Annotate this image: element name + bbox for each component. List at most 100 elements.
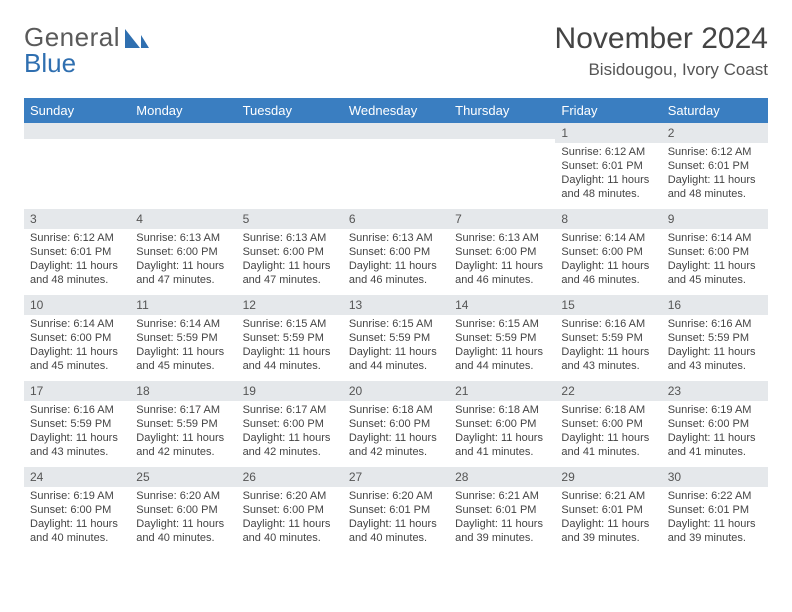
daylight-line: Daylight: 11 hours and 46 minutes. xyxy=(349,259,443,287)
sunset-line: Sunset: 6:00 PM xyxy=(349,417,443,431)
calendar-day-cell: 14Sunrise: 6:15 AMSunset: 5:59 PMDayligh… xyxy=(449,295,555,381)
calendar-header-row: SundayMondayTuesdayWednesdayThursdayFrid… xyxy=(24,98,768,123)
day-details: Sunrise: 6:21 AMSunset: 6:01 PMDaylight:… xyxy=(555,487,661,549)
day-number: 24 xyxy=(24,467,130,487)
day-number: 26 xyxy=(237,467,343,487)
day-details: Sunrise: 6:13 AMSunset: 6:00 PMDaylight:… xyxy=(130,229,236,291)
sunset-line: Sunset: 5:59 PM xyxy=(561,331,655,345)
daylight-line: Daylight: 11 hours and 40 minutes. xyxy=(243,517,337,545)
sunset-line: Sunset: 6:00 PM xyxy=(30,331,124,345)
daylight-line: Daylight: 11 hours and 45 minutes. xyxy=(30,345,124,373)
daylight-line: Daylight: 11 hours and 45 minutes. xyxy=(136,345,230,373)
sunset-line: Sunset: 6:00 PM xyxy=(136,503,230,517)
day-number: 20 xyxy=(343,381,449,401)
day-details: Sunrise: 6:15 AMSunset: 5:59 PMDaylight:… xyxy=(343,315,449,377)
day-number: 15 xyxy=(555,295,661,315)
sunrise-line: Sunrise: 6:22 AM xyxy=(668,489,762,503)
calendar-day-cell: 11Sunrise: 6:14 AMSunset: 5:59 PMDayligh… xyxy=(130,295,236,381)
sunset-line: Sunset: 6:00 PM xyxy=(455,417,549,431)
calendar-empty-cell xyxy=(449,123,555,209)
daylight-line: Daylight: 11 hours and 46 minutes. xyxy=(455,259,549,287)
sunrise-line: Sunrise: 6:14 AM xyxy=(668,231,762,245)
day-number: 29 xyxy=(555,467,661,487)
day-details: Sunrise: 6:17 AMSunset: 5:59 PMDaylight:… xyxy=(130,401,236,463)
calendar-day-cell: 10Sunrise: 6:14 AMSunset: 6:00 PMDayligh… xyxy=(24,295,130,381)
day-number: 2 xyxy=(662,123,768,143)
weekday-header: Friday xyxy=(555,98,661,123)
daylight-line: Daylight: 11 hours and 41 minutes. xyxy=(455,431,549,459)
sunrise-line: Sunrise: 6:20 AM xyxy=(243,489,337,503)
daylight-line: Daylight: 11 hours and 39 minutes. xyxy=(668,517,762,545)
day-number: 13 xyxy=(343,295,449,315)
daylight-line: Daylight: 11 hours and 42 minutes. xyxy=(243,431,337,459)
day-number: 27 xyxy=(343,467,449,487)
day-number: 7 xyxy=(449,209,555,229)
sunset-line: Sunset: 6:01 PM xyxy=(668,159,762,173)
sunset-line: Sunset: 5:59 PM xyxy=(136,331,230,345)
sunrise-line: Sunrise: 6:19 AM xyxy=(30,489,124,503)
calendar-week-row: 3Sunrise: 6:12 AMSunset: 6:01 PMDaylight… xyxy=(24,209,768,295)
empty-day-bar xyxy=(237,123,343,139)
day-details: Sunrise: 6:13 AMSunset: 6:00 PMDaylight:… xyxy=(449,229,555,291)
calendar-day-cell: 22Sunrise: 6:18 AMSunset: 6:00 PMDayligh… xyxy=(555,381,661,467)
day-details: Sunrise: 6:18 AMSunset: 6:00 PMDaylight:… xyxy=(555,401,661,463)
sunrise-line: Sunrise: 6:13 AM xyxy=(243,231,337,245)
daylight-line: Daylight: 11 hours and 48 minutes. xyxy=(30,259,124,287)
empty-day-bar xyxy=(449,123,555,139)
sunrise-line: Sunrise: 6:17 AM xyxy=(136,403,230,417)
calendar-empty-cell xyxy=(130,123,236,209)
daylight-line: Daylight: 11 hours and 48 minutes. xyxy=(561,173,655,201)
day-number: 28 xyxy=(449,467,555,487)
calendar-day-cell: 24Sunrise: 6:19 AMSunset: 6:00 PMDayligh… xyxy=(24,467,130,553)
calendar-day-cell: 3Sunrise: 6:12 AMSunset: 6:01 PMDaylight… xyxy=(24,209,130,295)
day-details: Sunrise: 6:17 AMSunset: 6:00 PMDaylight:… xyxy=(237,401,343,463)
sunset-line: Sunset: 5:59 PM xyxy=(668,331,762,345)
day-details: Sunrise: 6:14 AMSunset: 6:00 PMDaylight:… xyxy=(555,229,661,291)
calendar-week-row: 1Sunrise: 6:12 AMSunset: 6:01 PMDaylight… xyxy=(24,123,768,209)
sunrise-line: Sunrise: 6:16 AM xyxy=(668,317,762,331)
sunrise-line: Sunrise: 6:19 AM xyxy=(668,403,762,417)
empty-day-bar xyxy=(130,123,236,139)
sunset-line: Sunset: 6:00 PM xyxy=(455,245,549,259)
sunset-line: Sunset: 6:00 PM xyxy=(243,417,337,431)
calendar-day-cell: 25Sunrise: 6:20 AMSunset: 6:00 PMDayligh… xyxy=(130,467,236,553)
day-details: Sunrise: 6:16 AMSunset: 5:59 PMDaylight:… xyxy=(24,401,130,463)
day-details: Sunrise: 6:16 AMSunset: 5:59 PMDaylight:… xyxy=(662,315,768,377)
calendar-day-cell: 27Sunrise: 6:20 AMSunset: 6:01 PMDayligh… xyxy=(343,467,449,553)
calendar-day-cell: 23Sunrise: 6:19 AMSunset: 6:00 PMDayligh… xyxy=(662,381,768,467)
daylight-line: Daylight: 11 hours and 43 minutes. xyxy=(668,345,762,373)
day-number: 8 xyxy=(555,209,661,229)
day-details: Sunrise: 6:20 AMSunset: 6:00 PMDaylight:… xyxy=(130,487,236,549)
sunrise-line: Sunrise: 6:14 AM xyxy=(561,231,655,245)
daylight-line: Daylight: 11 hours and 47 minutes. xyxy=(243,259,337,287)
daylight-line: Daylight: 11 hours and 45 minutes. xyxy=(668,259,762,287)
sunrise-line: Sunrise: 6:13 AM xyxy=(349,231,443,245)
calendar-week-row: 10Sunrise: 6:14 AMSunset: 6:00 PMDayligh… xyxy=(24,295,768,381)
day-number: 4 xyxy=(130,209,236,229)
sunset-line: Sunset: 5:59 PM xyxy=(136,417,230,431)
calendar-day-cell: 4Sunrise: 6:13 AMSunset: 6:00 PMDaylight… xyxy=(130,209,236,295)
daylight-line: Daylight: 11 hours and 48 minutes. xyxy=(668,173,762,201)
day-number: 6 xyxy=(343,209,449,229)
sunset-line: Sunset: 6:01 PM xyxy=(561,503,655,517)
sunset-line: Sunset: 6:01 PM xyxy=(455,503,549,517)
calendar-day-cell: 8Sunrise: 6:14 AMSunset: 6:00 PMDaylight… xyxy=(555,209,661,295)
calendar-day-cell: 5Sunrise: 6:13 AMSunset: 6:00 PMDaylight… xyxy=(237,209,343,295)
daylight-line: Daylight: 11 hours and 39 minutes. xyxy=(561,517,655,545)
sunrise-line: Sunrise: 6:20 AM xyxy=(136,489,230,503)
sunrise-line: Sunrise: 6:13 AM xyxy=(455,231,549,245)
day-number: 25 xyxy=(130,467,236,487)
day-number: 12 xyxy=(237,295,343,315)
calendar-page: General November 2024 Bisidougou, Ivory … xyxy=(0,0,792,612)
sunset-line: Sunset: 5:59 PM xyxy=(243,331,337,345)
daylight-line: Daylight: 11 hours and 47 minutes. xyxy=(136,259,230,287)
empty-day-bar xyxy=(24,123,130,139)
sunrise-line: Sunrise: 6:13 AM xyxy=(136,231,230,245)
calendar-day-cell: 28Sunrise: 6:21 AMSunset: 6:01 PMDayligh… xyxy=(449,467,555,553)
calendar-empty-cell xyxy=(343,123,449,209)
day-details: Sunrise: 6:12 AMSunset: 6:01 PMDaylight:… xyxy=(662,143,768,205)
sunrise-line: Sunrise: 6:14 AM xyxy=(136,317,230,331)
daylight-line: Daylight: 11 hours and 46 minutes. xyxy=(561,259,655,287)
day-number: 18 xyxy=(130,381,236,401)
sunrise-line: Sunrise: 6:15 AM xyxy=(455,317,549,331)
